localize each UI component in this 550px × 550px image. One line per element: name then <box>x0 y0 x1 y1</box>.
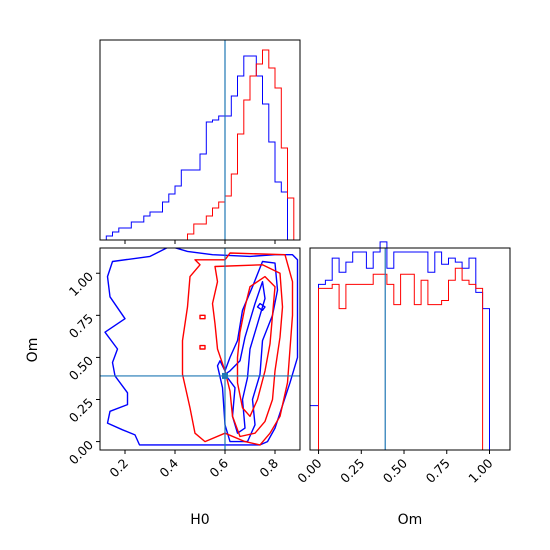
contour-series-1-level-2 <box>216 260 279 443</box>
contour-series-2-level-1 <box>181 252 294 446</box>
contour-x-tick-label: 0.8 <box>256 455 281 480</box>
contour-series-2-level-4 <box>199 314 206 320</box>
contour-series-2-level-5 <box>199 344 206 350</box>
contour-y-tick-label: 0.50 <box>66 353 96 383</box>
hist-om-frame <box>309 247 511 451</box>
contour-y-tick-label: 0.25 <box>66 395 96 425</box>
contour-y-tick-label: 1.00 <box>66 269 96 299</box>
contour-x-tick-label: 0.6 <box>206 455 231 480</box>
hist-h0-content <box>100 40 300 241</box>
contour-x-tick-label: 0.2 <box>106 456 131 481</box>
contour-y-tick-label: 0.00 <box>66 437 96 467</box>
hist-h0-frame <box>99 39 301 241</box>
panel-contour-h0-om: 0.2 0.4 0.6 0.8 0.00 0.25 0.50 0.75 1.00 H0 Om <box>25 247 301 528</box>
contour-h0-om-frame <box>99 247 301 451</box>
truth-marker <box>222 372 228 379</box>
hist-om-x-tick-label: 1.00 <box>465 455 495 485</box>
panel-hist-om: 0.00 0.25 0.50 0.75 1.00 Om <box>294 241 511 528</box>
hist-om-ticks: 0.00 0.25 0.50 0.75 1.00 <box>294 450 496 486</box>
contour-x-tick-label: 0.4 <box>156 455 181 480</box>
hist-om-x-tick-label: 0.25 <box>337 456 367 486</box>
x-axis-label-om: Om <box>398 512 423 528</box>
contour-lines <box>104 248 299 446</box>
panel-hist-h0 <box>99 39 301 244</box>
hist-om-series-2 <box>310 267 510 451</box>
hist-h0-series-2 <box>100 49 300 241</box>
hist-h0-ticks <box>124 240 276 244</box>
hist-om-series-1 <box>309 241 510 451</box>
x-axis-label-h0: H0 <box>190 512 209 528</box>
hist-h0-series-1 <box>100 55 300 241</box>
contour-series-1-level-4 <box>256 302 266 311</box>
contour-series-2-level-3 <box>236 275 276 417</box>
contour-series-1-level-1 <box>104 248 299 446</box>
hist-om-content <box>309 241 510 451</box>
contour-h0-om-content <box>100 248 300 450</box>
contour-h0-om-ticks: 0.2 0.4 0.6 0.8 0.00 0.25 0.50 0.75 1.00 <box>66 269 281 480</box>
contour-series-2-level-2 <box>211 264 284 438</box>
hist-om-x-tick-label: 0.50 <box>380 455 410 485</box>
y-axis-label-om: Om <box>25 338 41 363</box>
hist-om-x-tick-label: 0.75 <box>423 456 453 486</box>
contour-y-tick-label: 0.75 <box>66 311 96 341</box>
hist-om-x-tick-label: 0.00 <box>294 455 324 485</box>
